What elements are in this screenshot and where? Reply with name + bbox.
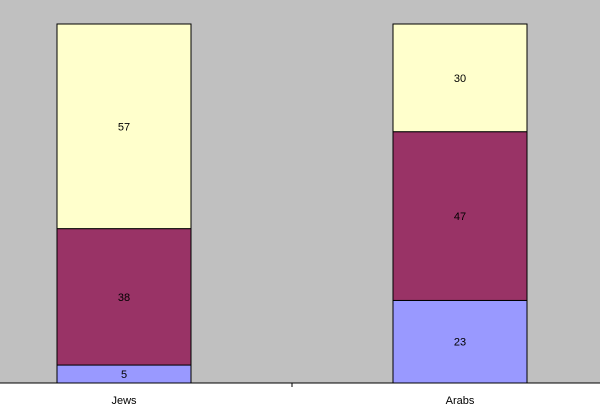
x-tick-label: Arabs <box>446 395 475 407</box>
data-label: 5 <box>121 369 127 381</box>
data-label: 57 <box>118 121 130 133</box>
data-label: 23 <box>454 337 466 349</box>
bar-segment <box>392 131 528 301</box>
x-tick-labels: Jews Arabs <box>111 395 474 407</box>
bar-segment <box>56 23 192 230</box>
data-label: 47 <box>454 211 466 223</box>
data-label: 30 <box>454 73 466 85</box>
bar-segment <box>392 299 528 384</box>
bar-segment <box>392 23 528 133</box>
data-label: 38 <box>118 292 130 304</box>
x-tick-label: Jews <box>111 395 137 407</box>
bars-layer: 5 38 57 23 47 30 <box>56 23 528 384</box>
